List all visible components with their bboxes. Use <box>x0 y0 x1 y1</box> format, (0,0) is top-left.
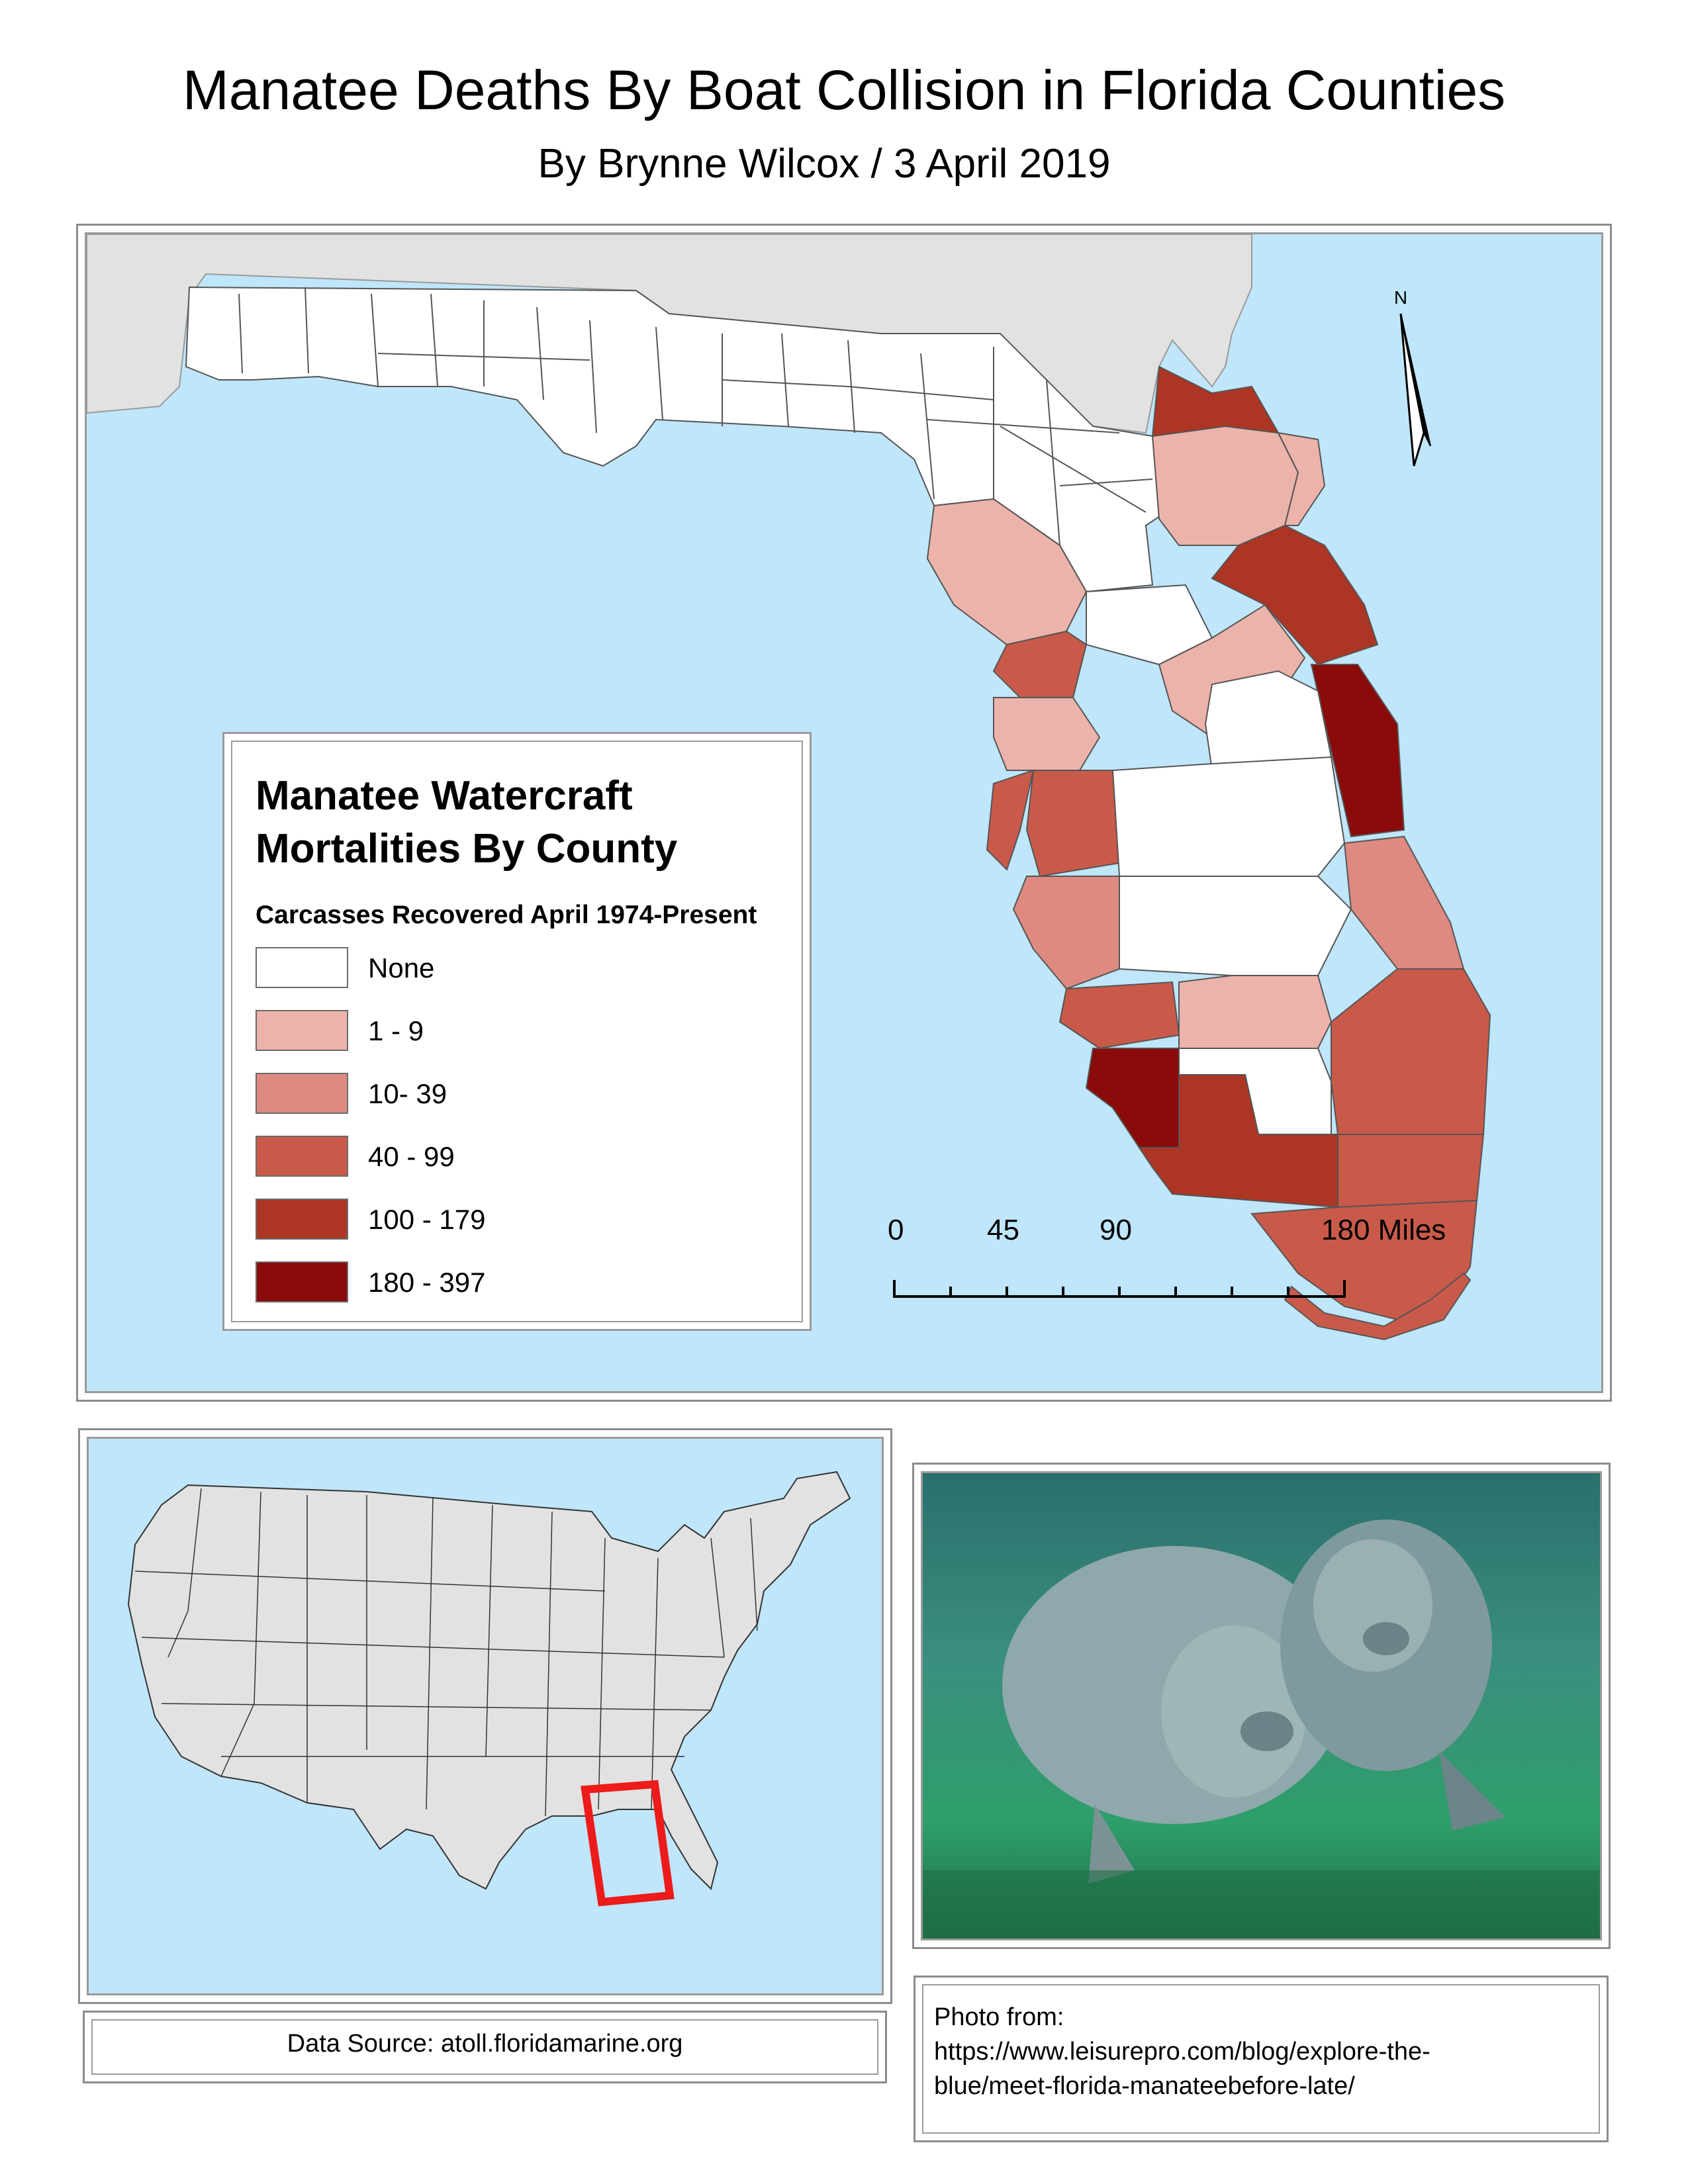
collier-100-179 <box>1138 1074 1338 1208</box>
keys-40-99 <box>1284 1272 1472 1341</box>
northeast-1-9 <box>1151 425 1299 546</box>
scale-tick-45: 45 <box>987 1214 1019 1246</box>
usa-locator-svg <box>127 1471 851 1907</box>
legend: Manatee Watercraft Mortalities By County… <box>222 732 812 1331</box>
legend-label-none: None <box>368 952 435 983</box>
data-source-text: Data Source: atoll.floridamarine.org <box>287 2030 683 2058</box>
legend-label-10-39: 10- 39 <box>368 1078 447 1109</box>
manatee-sarasota-10-39 <box>1012 876 1120 990</box>
charlotte-40-99 <box>1058 981 1180 1050</box>
legend-title: Manatee Watercraft Mortalities By County <box>256 773 678 872</box>
legend-swatch-10-39 <box>256 1073 348 1114</box>
volusia-100-179 <box>1211 524 1379 666</box>
legend-label-180-397: 180 - 397 <box>368 1267 486 1298</box>
manatee-photo-svg <box>923 1520 1600 1938</box>
panhandle-none <box>185 286 1167 593</box>
photo-credit-frame: Photo from: https://www.leisurepro.com/b… <box>914 1976 1609 2142</box>
locator-highlight-box <box>581 1780 675 1907</box>
photo-credit-line-1: Photo from: <box>934 2003 1064 2031</box>
state-lines <box>134 1488 758 1817</box>
usa-locator-map <box>87 1437 884 1995</box>
lee-180-397 <box>1085 1048 1180 1148</box>
highlands-1-9 <box>1178 975 1333 1049</box>
photo-credit-box: Photo from: https://www.leisurepro.com/b… <box>922 1984 1600 2134</box>
data-source-box: Data Source: atoll.floridamarine.org <box>91 2019 878 2075</box>
panhandle-county-lines <box>238 287 1153 546</box>
north-arrow: N <box>1394 287 1431 467</box>
legend-swatch-100-179 <box>256 1199 348 1240</box>
legend-swatch-40-99 <box>256 1136 348 1177</box>
usa-outline <box>127 1471 851 1890</box>
photo-credit-text: Photo from: https://www.leisurepro.com/b… <box>934 2000 1430 2103</box>
main-map-frame: N 0 45 90 180 Miles Manatee Watercraft M… <box>76 224 1612 1402</box>
hillsborough-40-99 <box>1025 770 1121 878</box>
manatee-photo <box>921 1471 1602 1940</box>
polk-osceola-none <box>1111 756 1346 884</box>
legend-label-100-179: 100 - 179 <box>368 1204 486 1235</box>
martin-palmbeach-40-99 <box>1331 968 1491 1135</box>
scale-tick-90: 90 <box>1100 1214 1132 1246</box>
legend-label-40-99: 40 - 99 <box>368 1141 455 1172</box>
scale-labels: 0 45 90 180 Miles <box>87 1214 1601 1253</box>
map-title: Manatee Deaths By Boat Collision in Flor… <box>182 59 1506 121</box>
pinellas-40-99 <box>986 769 1035 871</box>
hardee-desoto-none <box>1119 876 1352 976</box>
data-source-frame: Data Source: atoll.floridamarine.org <box>83 2011 887 2083</box>
photo-credit-line-3: blue/meet-florida-manateebefore-late/ <box>934 2072 1355 2100</box>
legend-swatch-1-9 <box>256 1010 348 1051</box>
legend-subtitle: Carcasses Recovered April 1974-Present <box>256 901 757 929</box>
photo-credit-line-2: https://www.leisurepro.com/blog/explore-… <box>934 2038 1430 2066</box>
scale-tick-0: 0 <box>888 1214 904 1246</box>
map-subtitle: By Brynne Wilcox / 3 April 2019 <box>538 141 1111 187</box>
stjohns-1-9 <box>1277 432 1326 526</box>
florida-map-svg: N <box>87 234 1491 1341</box>
florida-map: N 0 45 90 180 Miles Manatee Watercraft M… <box>85 232 1603 1393</box>
locator-map-frame <box>78 1428 892 2004</box>
legend-label-1-9: 1 - 9 <box>368 1015 424 1046</box>
scale-bar <box>893 1280 1346 1298</box>
brevard-180-397 <box>1310 664 1405 838</box>
indianriver-10-39 <box>1343 835 1465 970</box>
north-arrow-label: N <box>1394 287 1407 308</box>
scale-tick-180: 180 Miles <box>1321 1214 1446 1246</box>
legend-swatch-none <box>256 947 348 988</box>
orange-seminole-none <box>1204 670 1333 772</box>
legend-swatch-180-397 <box>256 1261 348 1302</box>
broward-40-99 <box>1337 1134 1485 1208</box>
photo-frame <box>912 1463 1611 1949</box>
hernando-1-9 <box>993 697 1101 771</box>
